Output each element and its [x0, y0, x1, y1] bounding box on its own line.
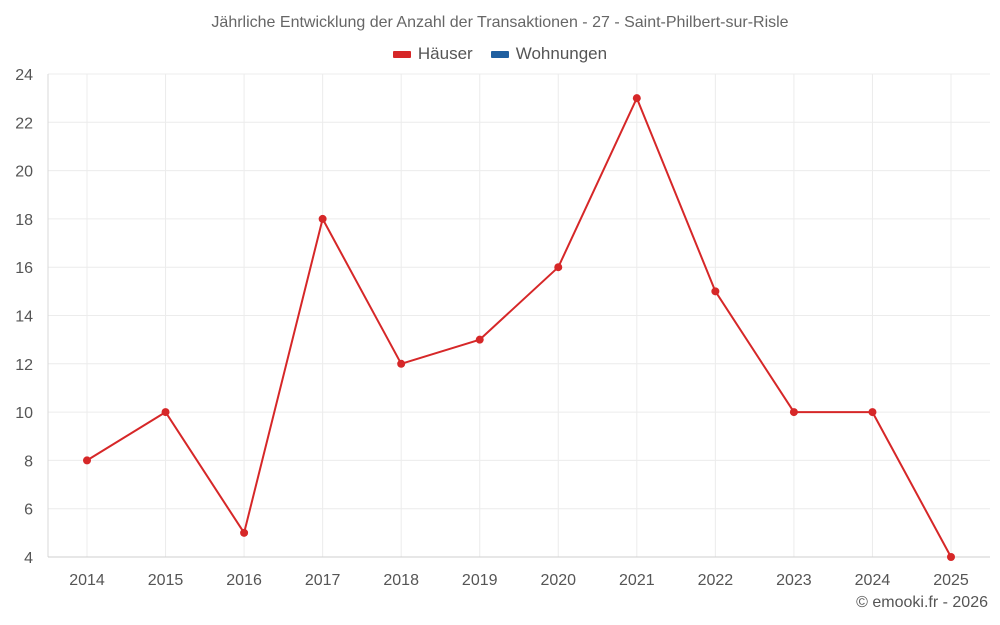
data-point-haeuser-2022: [711, 287, 720, 296]
legend: Häuser Wohnungen: [0, 44, 1000, 64]
data-point-haeuser-2021: [632, 94, 641, 103]
legend-label-wohnungen: Wohnungen: [515, 44, 608, 63]
y-tick-label-10: 10: [15, 405, 33, 422]
legend-label-haeuser: Häuser: [417, 44, 473, 63]
series-line-haeuser: [86, 97, 952, 558]
x-tick-label-2025: 2025: [933, 572, 969, 589]
x-tick-label-2021: 2021: [619, 572, 655, 589]
y-tick-label-22: 22: [15, 115, 33, 132]
x-tick-label-2017: 2017: [305, 572, 341, 589]
data-point-haeuser-2025: [947, 553, 955, 561]
x-tick-label-2022: 2022: [698, 572, 734, 589]
data-point-haeuser-2020: [554, 263, 563, 272]
x-tick-label-2019: 2019: [462, 572, 498, 589]
y-tick-label-24: 24: [15, 67, 33, 84]
credit: © emooki.fr - 2026: [856, 594, 988, 611]
y-tick-label-4: 4: [24, 550, 33, 567]
x-tick-label-2018: 2018: [383, 572, 419, 589]
x-tick-label-2014: 2014: [69, 572, 105, 589]
legend-item-wohnungen[interactable]: Wohnungen: [490, 44, 608, 64]
data-point-haeuser-2024: [868, 408, 877, 417]
data-point-haeuser-2019: [475, 335, 484, 344]
y-tick-label-18: 18: [15, 212, 33, 229]
y-tick-label-16: 16: [15, 260, 33, 277]
data-point-haeuser-2017: [318, 214, 327, 223]
x-tick-label-2023: 2023: [776, 572, 812, 589]
x-tick-label-2015: 2015: [148, 572, 184, 589]
data-point-haeuser-2023: [789, 408, 798, 417]
series-layer: [83, 94, 955, 561]
x-tick-label-2024: 2024: [855, 572, 891, 589]
legend-swatch-wohnungen: [490, 50, 509, 58]
data-point-haeuser-2014: [83, 456, 91, 465]
y-tick-label-14: 14: [15, 309, 33, 326]
y-tick-label-8: 8: [24, 453, 33, 470]
y-tick-label-12: 12: [15, 357, 33, 374]
y-tick-label-20: 20: [15, 164, 33, 181]
legend-item-haeuser[interactable]: Häuser: [392, 44, 473, 64]
data-point-haeuser-2018: [397, 359, 406, 368]
axes: [47, 74, 990, 558]
x-tick-label-2020: 2020: [540, 572, 576, 589]
y-tick-label-6: 6: [24, 502, 33, 519]
x-tick-label-2016: 2016: [226, 572, 262, 589]
data-point-haeuser-2015: [161, 408, 170, 417]
data-point-haeuser-2016: [240, 528, 249, 537]
grid: [48, 73, 990, 558]
x-axis-ticks: 2014 2015 2016 2017 2018 2019 2020 2021 2022 2023…: [69, 572, 969, 589]
legend-swatch-haeuser: [392, 50, 411, 58]
chart-title: Jährliche Entwicklung der Anzahl der Tra…: [211, 14, 789, 31]
y-axis-ticks: 4 6 8 10 12 14 16 18 20 22 24: [15, 67, 33, 567]
